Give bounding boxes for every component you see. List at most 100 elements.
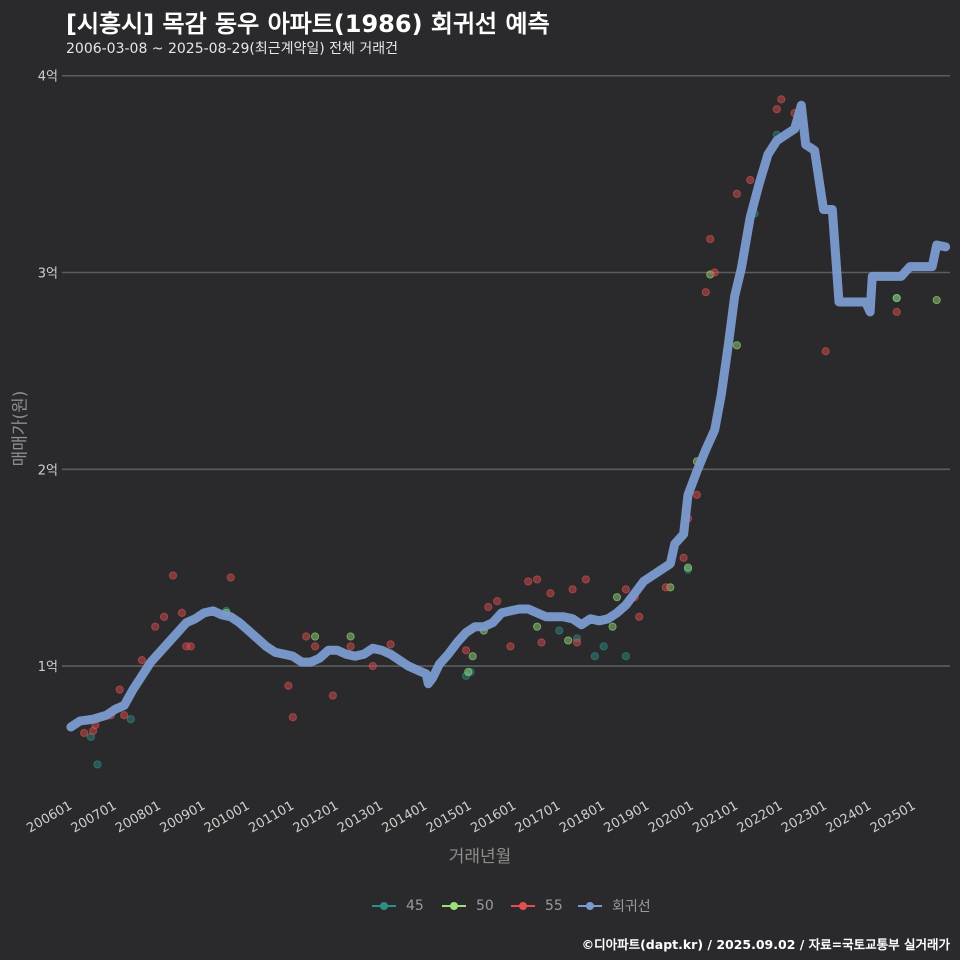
x-tick-label: 200801 (113, 798, 163, 836)
point-55 (732, 189, 741, 198)
point-45 (590, 652, 599, 661)
point-55 (772, 105, 781, 114)
y-tick-labels: 1억 2억 3억 4억 (38, 70, 58, 675)
point-55 (821, 347, 830, 356)
point-55 (635, 612, 644, 621)
x-tick-label: 201601 (468, 798, 518, 836)
point-55 (368, 661, 377, 671)
point-50 (608, 622, 617, 631)
point-55 (80, 728, 89, 738)
point-55 (572, 638, 582, 647)
point-55 (746, 175, 755, 185)
source-caption: ©디아파트(dapt.kr) / 2025.09.02 / 자료=국토교통부 실… (581, 937, 950, 952)
point-55 (568, 585, 577, 594)
legend-key-regression (576, 899, 604, 913)
x-tick-label: 202101 (690, 798, 740, 836)
point-55 (710, 268, 719, 277)
point-50 (564, 636, 573, 645)
point-55 (346, 642, 355, 651)
point-55 (546, 589, 555, 598)
point-55 (661, 583, 670, 592)
point-55 (706, 234, 715, 244)
point-55 (484, 602, 493, 612)
y-tick-label: 2억 (38, 463, 58, 478)
point-50 (683, 563, 693, 572)
legend-label-regression: 회귀선 (612, 899, 651, 915)
point-50 (346, 632, 355, 641)
x-tick-label: 202001 (646, 798, 696, 836)
x-tick-label: 201501 (424, 798, 474, 836)
x-tick-label: 200601 (24, 798, 74, 836)
x-tick-label: 200701 (69, 798, 119, 836)
point-45 (555, 626, 564, 635)
point-50 (666, 583, 675, 592)
legend: 45 50 55 회귀선 (0, 894, 960, 918)
point-55 (88, 726, 98, 736)
point-55 (120, 711, 129, 720)
point-55 (160, 612, 169, 621)
point-50 (706, 270, 715, 279)
point-55 (177, 608, 186, 618)
point-55 (182, 642, 191, 651)
point-55 (581, 575, 591, 584)
point-50 (732, 341, 741, 350)
point-55 (302, 632, 311, 641)
point-45 (126, 715, 135, 724)
legend-label-50: 50 (476, 898, 494, 914)
point-55 (284, 681, 293, 690)
point-50 (532, 622, 542, 631)
y-tick-label: 3억 (38, 267, 58, 282)
legend-key-50 (440, 899, 468, 913)
point-55 (137, 656, 147, 665)
point-55 (186, 642, 195, 651)
x-tick-label: 201001 (202, 798, 252, 836)
x-tick-label: 202401 (824, 798, 874, 836)
point-55 (461, 646, 471, 655)
x-tick-label: 201801 (557, 798, 607, 836)
chart-title: [시흥시] 목감 동우 아파트(1986) 회귀선 예측 (66, 10, 550, 38)
regression-line (66, 100, 951, 732)
point-55 (310, 642, 320, 651)
point-50 (892, 293, 901, 303)
regression-line-path (66, 100, 951, 732)
point-45 (93, 760, 102, 769)
point-45 (466, 667, 475, 677)
legend-item-45: 45 (370, 894, 424, 918)
x-tick-label: 201201 (291, 798, 341, 836)
point-50 (468, 652, 477, 661)
point-55 (151, 622, 160, 631)
x-tick-label: 202301 (779, 798, 829, 836)
y-tick-label: 1억 (38, 660, 58, 675)
point-55 (493, 597, 502, 606)
point-45 (599, 642, 608, 651)
point-55 (226, 573, 235, 582)
x-tick-label: 201301 (335, 798, 385, 836)
point-55 (328, 691, 337, 700)
point-55 (537, 638, 546, 647)
point-50 (310, 632, 320, 641)
x-tick-label: 201101 (246, 798, 296, 836)
point-55 (532, 575, 542, 584)
legend-label-55: 55 (545, 898, 563, 914)
x-tick-label: 201701 (513, 798, 563, 836)
point-55 (524, 577, 533, 586)
x-tick-label: 202501 (868, 798, 918, 836)
x-tick-label: 202201 (735, 798, 785, 836)
point-55 (679, 553, 688, 562)
point-50 (932, 295, 941, 305)
legend-key-45 (370, 899, 398, 913)
x-axis-label: 거래년월 (448, 847, 512, 867)
point-55 (777, 95, 786, 104)
point-55 (386, 640, 395, 649)
point-45 (621, 652, 630, 661)
point-50 (464, 667, 473, 677)
x-tick-labels: 2006012007012008012009012010012011012012… (24, 798, 918, 836)
point-55 (168, 571, 178, 580)
point-50 (612, 593, 622, 602)
point-55 (892, 307, 901, 316)
legend-label-45: 45 (406, 898, 424, 914)
point-55 (115, 685, 124, 694)
y-axis-label: 매매가(원) (10, 390, 31, 467)
point-55 (506, 642, 515, 651)
point-45 (86, 732, 95, 741)
